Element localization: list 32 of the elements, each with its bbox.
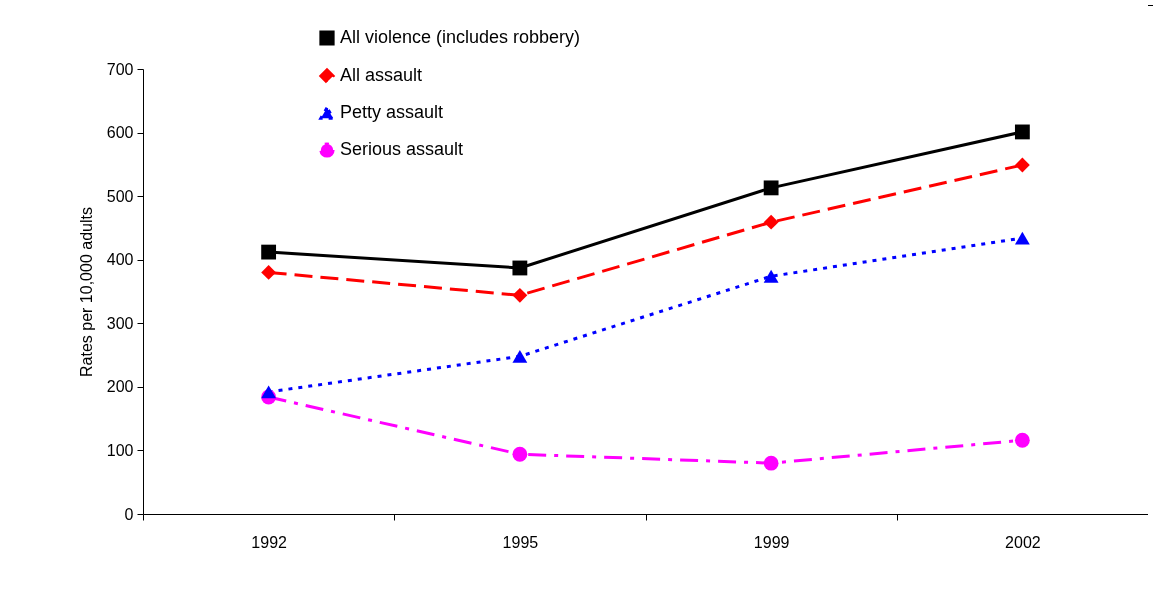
point	[261, 265, 277, 280]
point	[1014, 231, 1030, 245]
point	[763, 269, 779, 283]
y-tick-label: 500	[106, 187, 134, 205]
y-tick-label: 700	[106, 60, 134, 78]
point	[512, 260, 528, 276]
y-tick-label: 600	[106, 124, 134, 142]
legend-label: Petty assault	[340, 102, 444, 122]
x-tick-label: 1999	[753, 533, 790, 551]
x-tick-label: 1992	[251, 533, 288, 551]
point	[512, 349, 528, 363]
point	[763, 180, 779, 196]
point	[1014, 157, 1030, 173]
legend-label: All violence (includes robbery)	[340, 27, 581, 47]
y-tick-label: 400	[106, 251, 134, 269]
y-tick-label: 100	[106, 441, 134, 459]
point	[763, 214, 779, 230]
x-tick-label: 2002	[1005, 533, 1041, 551]
point	[512, 446, 528, 462]
point	[1014, 432, 1030, 448]
legend-label: Serious assault	[340, 139, 464, 159]
point	[1014, 124, 1030, 140]
y-tick-label: 0	[124, 505, 134, 523]
point	[261, 385, 277, 399]
y-axis-title: Rates per 10,000 adults	[77, 207, 95, 377]
legend-label: All assault	[340, 65, 423, 85]
point	[261, 244, 277, 260]
x-tick-label: 1995	[502, 533, 539, 551]
point	[512, 287, 528, 303]
y-tick-label: 300	[106, 314, 134, 332]
point	[763, 455, 779, 471]
y-tick-label: 200	[106, 378, 134, 396]
